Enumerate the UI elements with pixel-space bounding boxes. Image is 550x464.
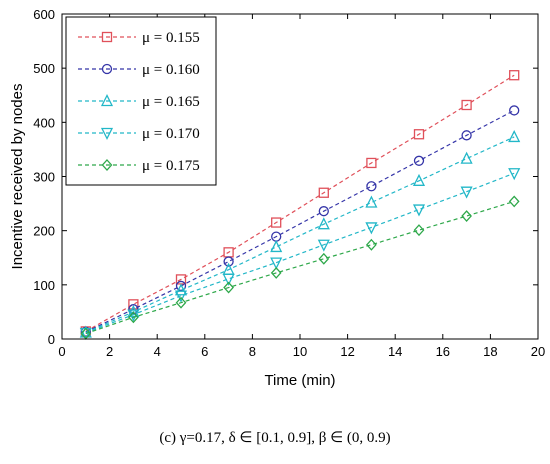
data-point <box>271 217 282 228</box>
legend-item: μ = 0.160 <box>78 62 200 78</box>
data-point <box>508 195 520 208</box>
legend: μ = 0.155 μ = 0.160 μ = 0.165 μ = 0.170 μ = … <box>65 16 217 186</box>
x-tick-label: 16 <box>436 344 450 359</box>
data-point <box>175 296 187 309</box>
series-line <box>85 136 515 334</box>
x-tick-label: 2 <box>106 344 113 359</box>
data-point <box>222 273 235 286</box>
legend-label: μ = 0.155 <box>142 30 200 46</box>
data-point <box>270 257 283 270</box>
data-point <box>509 105 520 116</box>
data-point <box>412 173 426 186</box>
series-line <box>85 172 515 334</box>
y-tick-label: 200 <box>33 224 55 239</box>
x-tick-label: 18 <box>483 344 497 359</box>
series-3 <box>79 130 521 338</box>
x-tick-label: 10 <box>293 344 307 359</box>
x-tick-label: 4 <box>154 344 161 359</box>
data-point <box>413 224 425 237</box>
data-point <box>174 290 188 303</box>
data-point <box>270 266 282 279</box>
legend-marker <box>101 31 113 43</box>
x-tick-label: 14 <box>388 344 402 359</box>
x-axis-label: Time (min) <box>264 372 335 389</box>
y-tick-label: 400 <box>33 115 55 130</box>
data-point <box>508 168 521 181</box>
data-point <box>461 99 472 111</box>
data-point <box>412 204 426 217</box>
legend-item: μ = 0.155 <box>78 30 200 46</box>
series-line <box>85 74 515 332</box>
data-point <box>174 283 188 296</box>
x-tick-label: 0 <box>58 344 65 359</box>
data-point <box>460 151 473 164</box>
legend-label: μ = 0.175 <box>142 158 200 174</box>
y-tick-label: 0 <box>48 332 55 347</box>
legend-label: μ = 0.170 <box>142 126 200 142</box>
legend-label: μ = 0.160 <box>142 62 200 78</box>
x-tick-label: 20 <box>531 344 545 359</box>
legend-box <box>65 16 217 186</box>
data-point <box>175 280 187 292</box>
data-point <box>365 195 378 208</box>
legend-item: μ = 0.170 <box>78 126 200 142</box>
data-point <box>508 130 521 143</box>
data-point <box>223 256 234 267</box>
y-tick-label: 500 <box>33 61 55 76</box>
series-line <box>85 109 515 333</box>
legend-marker <box>100 127 114 140</box>
legend-marker <box>101 63 113 75</box>
series-line <box>85 200 515 335</box>
series-2 <box>80 105 520 338</box>
data-point <box>318 187 329 198</box>
data-point <box>366 157 377 169</box>
y-axis-label: Incentive received by nodes <box>9 84 26 270</box>
series-1 <box>80 70 520 337</box>
y-tick-label: 100 <box>33 278 55 293</box>
figure-caption: (c) γ=0.17, δ ∈ [0.1, 0.9], β ∈ (0, 0.9) <box>159 430 391 446</box>
data-point <box>461 130 472 141</box>
data-point <box>318 252 330 265</box>
legend-item: μ = 0.165 <box>78 94 200 110</box>
x-tick-label: 6 <box>201 344 208 359</box>
data-point <box>413 155 425 166</box>
data-point <box>460 186 473 199</box>
data-point <box>366 238 377 251</box>
series-5 <box>80 195 520 340</box>
data-point <box>127 304 140 318</box>
data-point <box>318 206 329 217</box>
legend-marker <box>101 159 113 171</box>
data-point <box>270 239 283 253</box>
data-point <box>461 210 472 223</box>
legend-item: μ = 0.175 <box>78 158 200 174</box>
series-layer <box>79 70 521 340</box>
data-point <box>365 222 378 235</box>
y-tick-label: 300 <box>33 170 55 185</box>
x-tick-label: 8 <box>249 344 256 359</box>
data-point <box>413 129 425 140</box>
data-point <box>128 304 139 315</box>
x-tick-label: 12 <box>340 344 354 359</box>
legend-label: μ = 0.165 <box>142 94 200 110</box>
data-point <box>317 239 330 252</box>
data-point <box>366 181 377 192</box>
y-tick-label: 600 <box>33 7 55 22</box>
data-point <box>223 281 234 294</box>
legend-marker <box>100 94 114 107</box>
data-point <box>317 217 330 230</box>
data-point <box>128 311 139 324</box>
data-point <box>509 70 520 81</box>
